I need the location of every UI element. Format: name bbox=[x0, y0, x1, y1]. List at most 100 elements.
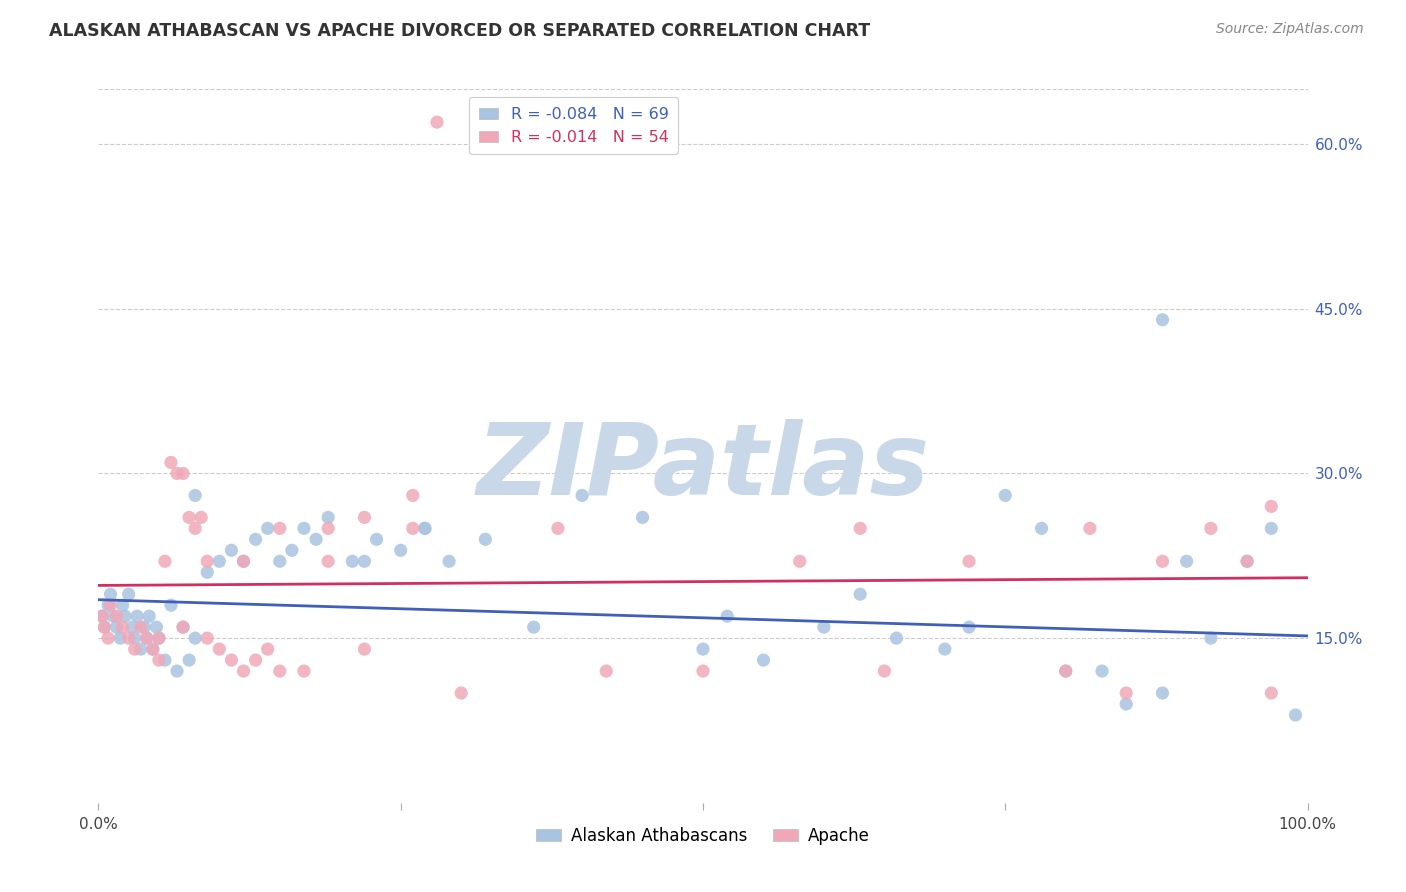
Point bbox=[232, 554, 254, 568]
Point bbox=[127, 609, 149, 624]
Point bbox=[100, 598, 122, 612]
Point bbox=[172, 620, 194, 634]
Point bbox=[208, 642, 231, 657]
Point bbox=[474, 533, 496, 547]
Point bbox=[450, 686, 472, 700]
Point bbox=[1199, 631, 1222, 645]
Point bbox=[232, 554, 254, 568]
Point bbox=[160, 598, 183, 612]
Point bbox=[269, 554, 291, 568]
Point bbox=[148, 631, 170, 645]
Point bbox=[595, 664, 617, 678]
Point bbox=[571, 488, 593, 502]
Point bbox=[281, 543, 304, 558]
Point bbox=[114, 609, 136, 624]
Point bbox=[994, 488, 1017, 502]
Point bbox=[245, 653, 267, 667]
Point bbox=[97, 598, 120, 612]
Point bbox=[1236, 554, 1258, 568]
Point bbox=[631, 510, 654, 524]
Point bbox=[142, 642, 165, 657]
Point bbox=[135, 631, 157, 645]
Point bbox=[437, 554, 460, 568]
Point bbox=[111, 620, 134, 634]
Point bbox=[1199, 521, 1222, 535]
Point bbox=[256, 642, 278, 657]
Point bbox=[91, 609, 114, 624]
Point bbox=[118, 631, 141, 645]
Point bbox=[292, 521, 315, 535]
Point bbox=[129, 620, 152, 634]
Point bbox=[221, 653, 243, 667]
Point bbox=[269, 521, 291, 535]
Point bbox=[190, 510, 212, 524]
Point bbox=[1236, 554, 1258, 568]
Point bbox=[105, 620, 128, 634]
Point bbox=[232, 664, 254, 678]
Point bbox=[1031, 521, 1053, 535]
Point bbox=[1091, 664, 1114, 678]
Point bbox=[692, 664, 714, 678]
Point bbox=[1115, 686, 1137, 700]
Point bbox=[316, 521, 339, 535]
Point bbox=[413, 521, 436, 535]
Point bbox=[692, 642, 714, 657]
Point bbox=[716, 609, 738, 624]
Point bbox=[886, 631, 908, 645]
Point bbox=[179, 653, 201, 667]
Point bbox=[1152, 312, 1174, 326]
Point bbox=[849, 521, 872, 535]
Point bbox=[873, 664, 896, 678]
Point bbox=[101, 609, 124, 624]
Point bbox=[342, 554, 364, 568]
Point bbox=[752, 653, 775, 667]
Point bbox=[100, 587, 122, 601]
Point bbox=[108, 631, 131, 645]
Point bbox=[153, 653, 176, 667]
Point bbox=[179, 510, 201, 524]
Point bbox=[1078, 521, 1101, 535]
Point bbox=[153, 554, 176, 568]
Point bbox=[256, 521, 278, 535]
Point bbox=[523, 620, 546, 634]
Point bbox=[353, 642, 375, 657]
Point bbox=[353, 510, 375, 524]
Point bbox=[547, 521, 569, 535]
Point bbox=[426, 115, 449, 129]
Point bbox=[292, 664, 315, 678]
Point bbox=[1284, 708, 1306, 723]
Point bbox=[172, 467, 194, 481]
Point bbox=[93, 620, 115, 634]
Point bbox=[166, 467, 188, 481]
Point bbox=[93, 620, 115, 634]
Point bbox=[1260, 500, 1282, 514]
Point bbox=[402, 488, 425, 502]
Point bbox=[1115, 697, 1137, 711]
Text: Source: ZipAtlas.com: Source: ZipAtlas.com bbox=[1216, 22, 1364, 37]
Point bbox=[148, 653, 170, 667]
Point bbox=[145, 620, 167, 634]
Point bbox=[135, 631, 157, 645]
Point bbox=[316, 554, 339, 568]
Point bbox=[195, 631, 218, 645]
Point bbox=[134, 620, 156, 634]
Point bbox=[91, 609, 114, 624]
Point bbox=[111, 598, 134, 612]
Point bbox=[1054, 664, 1077, 678]
Text: ZIPatlas: ZIPatlas bbox=[477, 419, 929, 516]
Point bbox=[195, 566, 218, 580]
Point bbox=[934, 642, 956, 657]
Legend: Alaskan Athabascans, Apache: Alaskan Athabascans, Apache bbox=[530, 821, 876, 852]
Point bbox=[118, 587, 141, 601]
Point bbox=[389, 543, 412, 558]
Point bbox=[245, 533, 267, 547]
Point bbox=[105, 609, 128, 624]
Point bbox=[121, 620, 143, 634]
Point bbox=[124, 642, 146, 657]
Point bbox=[172, 620, 194, 634]
Point bbox=[1152, 686, 1174, 700]
Point bbox=[195, 554, 218, 568]
Point bbox=[813, 620, 835, 634]
Point bbox=[208, 554, 231, 568]
Point bbox=[148, 631, 170, 645]
